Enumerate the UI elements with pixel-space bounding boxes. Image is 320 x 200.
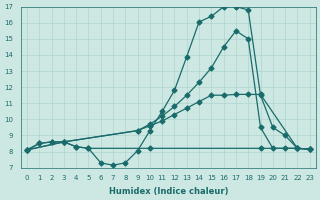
X-axis label: Humidex (Indice chaleur): Humidex (Indice chaleur) — [108, 187, 228, 196]
